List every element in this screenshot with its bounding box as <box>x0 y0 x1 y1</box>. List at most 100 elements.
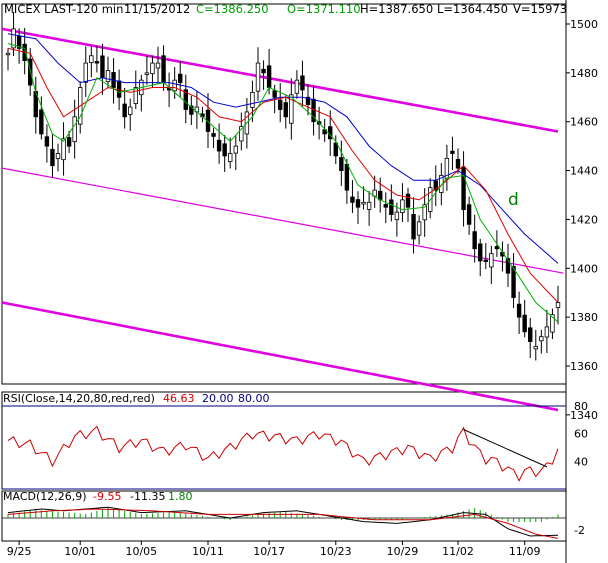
candle-body <box>66 137 72 147</box>
candle-body <box>539 336 544 342</box>
rsi-upper: 80.00 <box>238 392 270 405</box>
candle-body <box>122 103 127 118</box>
rsi-label: RSI(Close,14,20,80,red,red) <box>3 392 155 405</box>
rsi-lower: 20.00 <box>202 392 234 405</box>
candle-body <box>494 246 500 250</box>
candle-body <box>205 109 211 132</box>
price-tick-label: 1380 <box>570 311 598 324</box>
price-tick-label: 1500 <box>570 18 598 31</box>
rsi-value: 46.63 <box>163 392 195 405</box>
rsi-tick-label: 60 <box>574 428 588 441</box>
candle-body <box>405 193 411 208</box>
price-tick-label: 1440 <box>570 165 598 178</box>
candle-body <box>172 79 177 92</box>
price-tick-label: 1460 <box>570 116 598 129</box>
candle-body <box>128 106 133 115</box>
candle-body <box>50 148 55 167</box>
candle-body <box>216 139 222 152</box>
candle-body <box>489 253 494 268</box>
ma-fast-line <box>7 43 559 323</box>
date-tick-label: 10/01 <box>64 545 96 558</box>
candle-body <box>150 62 155 75</box>
rsi-panel: 40 60 80 <box>2 400 588 490</box>
header-date: 11/15/2012 <box>124 2 190 16</box>
candle-body <box>383 204 388 208</box>
candle-body <box>161 55 166 84</box>
macd-label: MACD(12,26,9) <box>3 490 87 503</box>
macd-signal: -11.35 <box>130 490 165 503</box>
candle-body <box>400 199 405 213</box>
macd-value: -9.55 <box>93 490 121 503</box>
candle-body <box>261 68 266 74</box>
macd-signal-line <box>7 508 559 539</box>
macd-hist-value: 1.80 <box>168 490 193 503</box>
candle-body <box>455 159 461 169</box>
date-tick-label: 10/29 <box>387 545 419 558</box>
candle-body <box>100 55 105 79</box>
moving-averages <box>7 33 559 323</box>
candle-body <box>144 72 150 75</box>
channel-line-2 <box>1 301 559 412</box>
candle-body <box>533 346 538 350</box>
candle-body <box>555 302 561 308</box>
candle-body <box>83 62 88 83</box>
ma-slow-line <box>7 33 559 264</box>
candle-body <box>89 55 94 64</box>
date-tick-label: 10/23 <box>320 545 352 558</box>
candle-body <box>272 90 277 98</box>
ma-mid-line <box>7 47 559 303</box>
macd-line <box>7 506 559 537</box>
candle-body <box>411 214 416 240</box>
candle-body <box>189 105 194 115</box>
header-low: L=1364.450 <box>437 2 508 16</box>
candle-body <box>361 201 366 205</box>
candle-body <box>105 70 111 83</box>
candle-body <box>394 211 400 221</box>
candle-body <box>422 204 427 221</box>
chart-frame <box>1 0 567 563</box>
candle-body <box>344 163 350 191</box>
date-tick-label: 9/25 <box>7 545 32 558</box>
candle-body <box>355 199 361 208</box>
candle-body <box>239 126 244 142</box>
candle-body <box>183 89 188 110</box>
candle-body <box>516 303 522 318</box>
candle-body <box>433 180 438 191</box>
candle-body <box>389 199 394 215</box>
candle-body <box>228 153 233 163</box>
candle-body <box>278 99 283 110</box>
candle-body <box>550 314 555 333</box>
candle-body <box>511 265 516 298</box>
candle-body <box>544 326 550 338</box>
macd-panel: -2 <box>2 506 585 539</box>
rsi-tick-label: 40 <box>574 455 588 468</box>
header-open: O=1371.110 <box>287 2 361 16</box>
candle-body <box>461 166 466 211</box>
candle-body <box>283 102 288 118</box>
candle-body <box>44 136 50 147</box>
candle-body <box>61 138 66 161</box>
candle-body <box>333 142 338 157</box>
candle-body <box>133 87 138 104</box>
candle-body <box>155 62 161 69</box>
date-tick-label: 11/09 <box>509 545 541 558</box>
candle-body <box>305 96 311 106</box>
candle-body <box>39 109 44 135</box>
price-axis: 1340 1360 1380 1400 1420 1440 1460 1480 1500 <box>566 18 598 422</box>
candle-body <box>483 259 488 262</box>
candle-body <box>116 80 122 98</box>
candle-body <box>528 327 533 342</box>
header-volume: V=15973 <box>513 2 567 16</box>
rsi-trendline <box>463 429 548 468</box>
candle-body <box>222 143 227 157</box>
date-tick-label: 10/11 <box>192 545 224 558</box>
candle-body <box>55 153 61 160</box>
price-tick-label: 1420 <box>570 213 598 226</box>
candle-body <box>72 116 77 142</box>
date-axis: 9/25 10/01 10/05 10/11 10/17 10/23 10/29 11/02 1… <box>7 541 541 558</box>
candle-body <box>505 258 511 274</box>
candle-body <box>289 94 294 124</box>
macd-tick-label: -2 <box>574 524 585 537</box>
date-tick-label: 10/05 <box>125 545 157 558</box>
